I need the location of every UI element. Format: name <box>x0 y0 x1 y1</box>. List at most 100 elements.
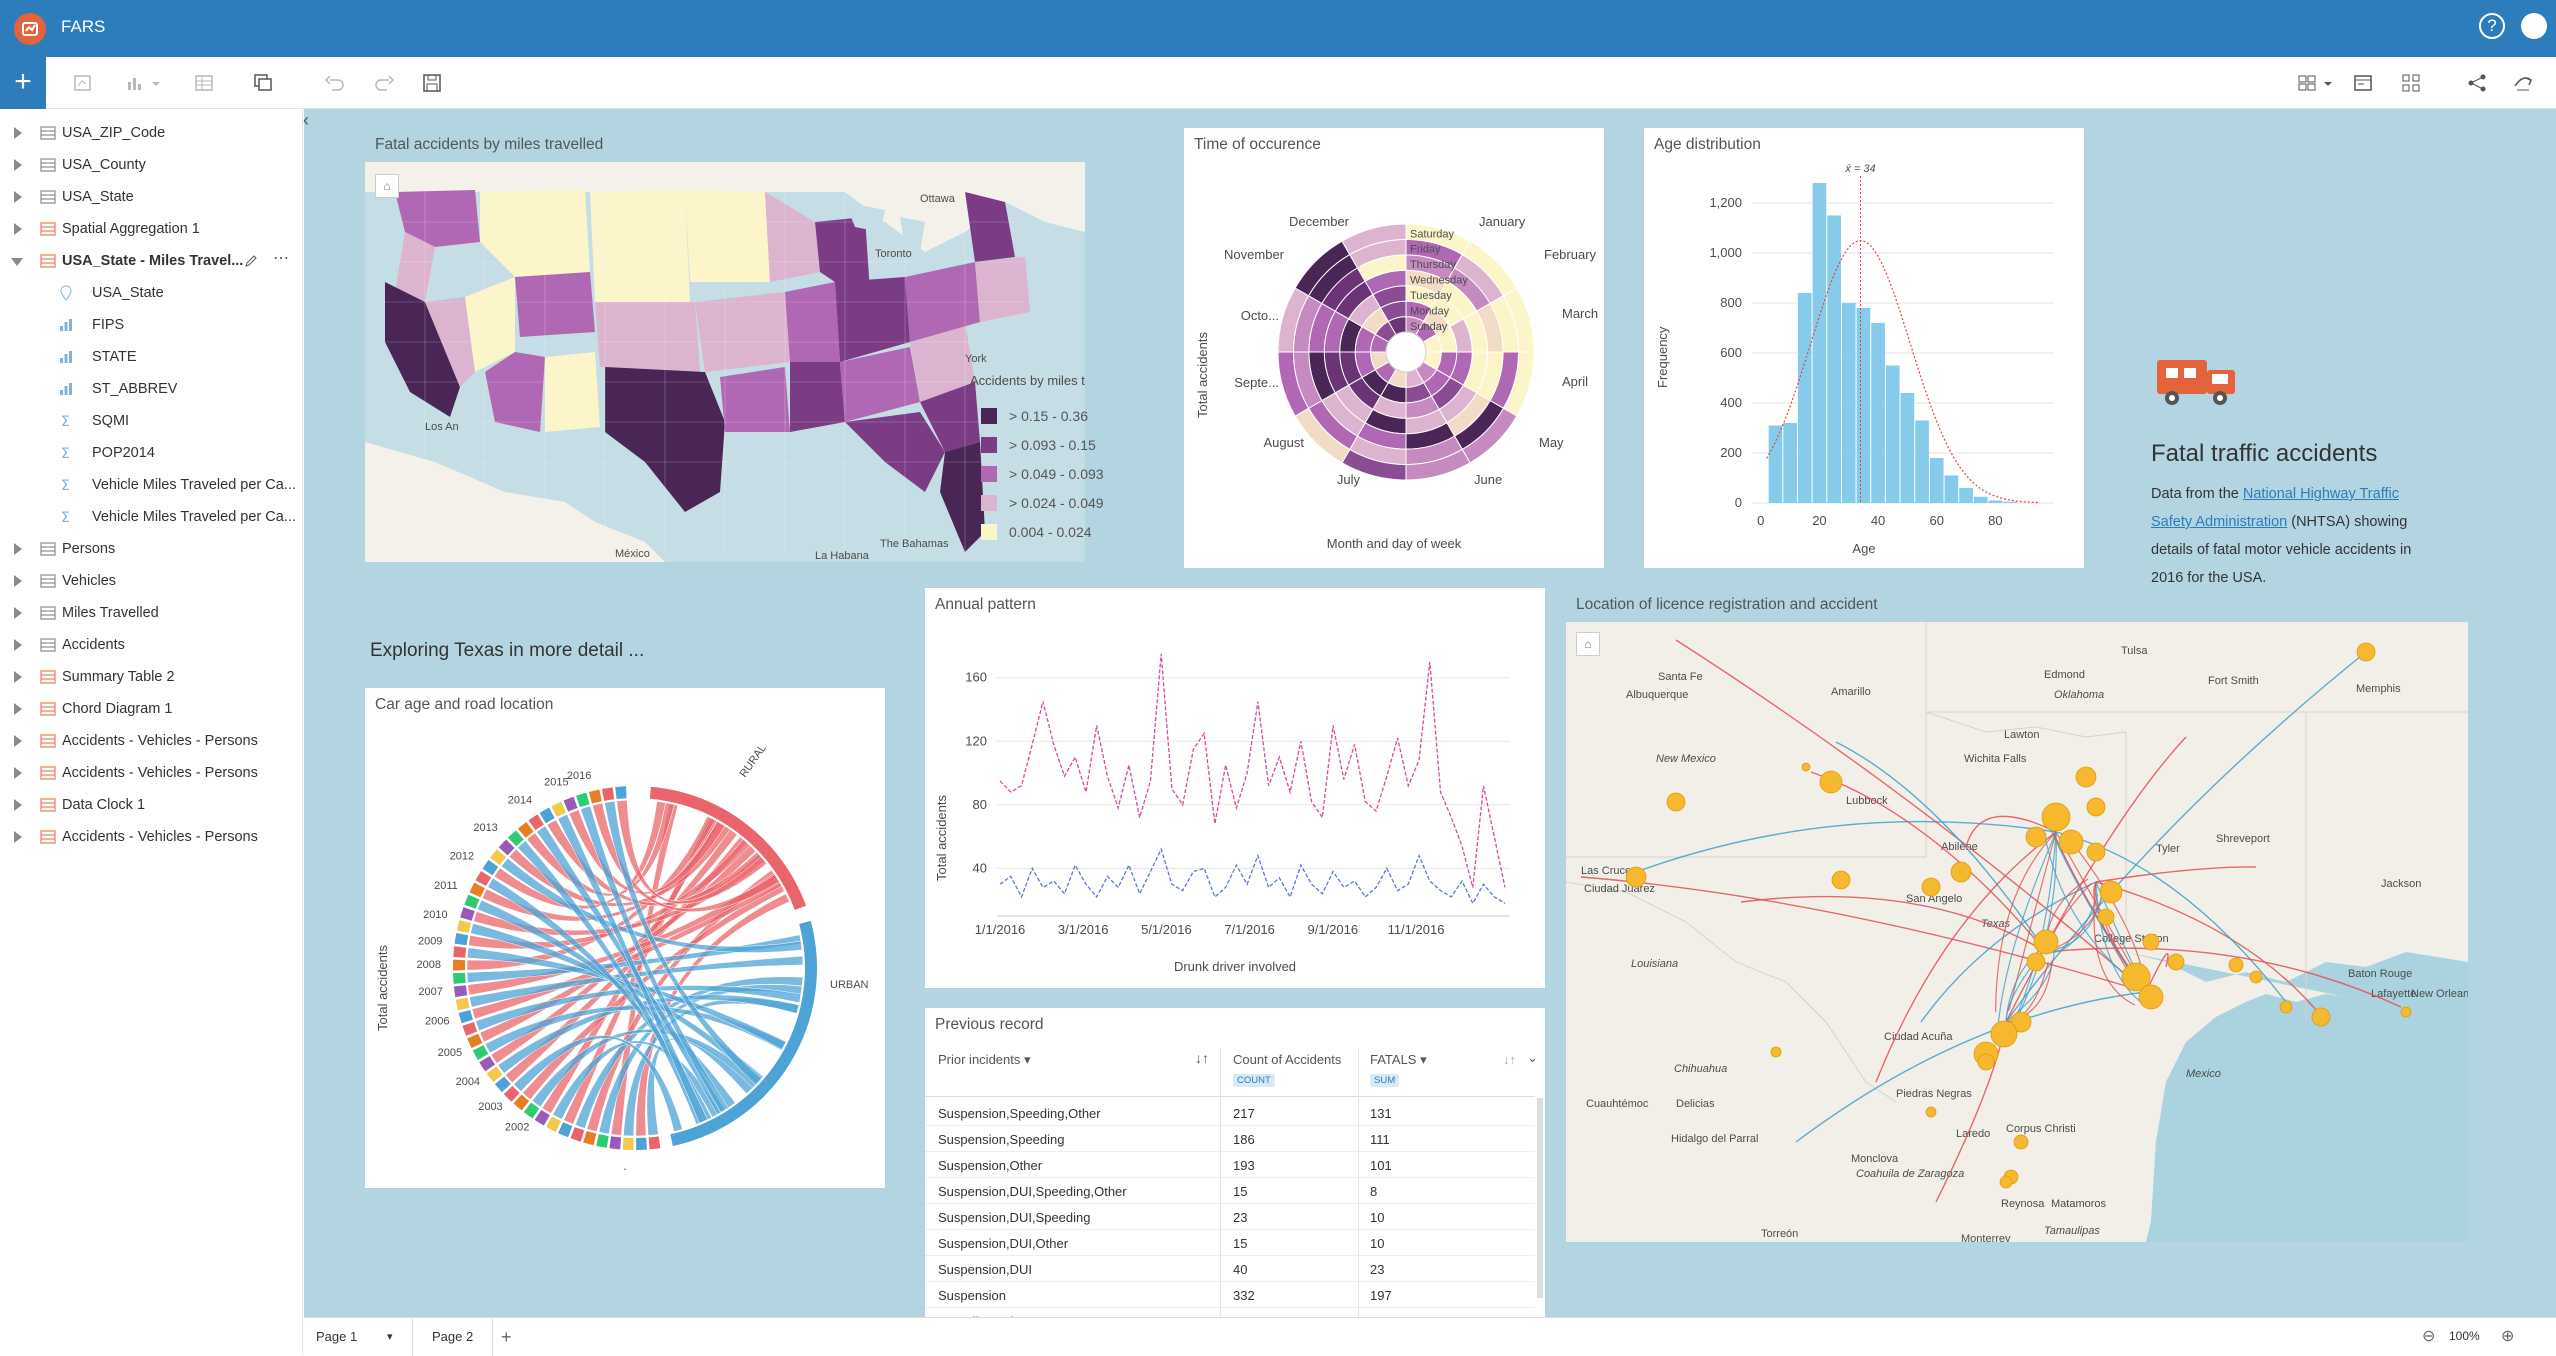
accident-point[interactable] <box>1666 792 1686 812</box>
chord-arc-year[interactable] <box>622 1137 634 1150</box>
legend-item[interactable]: > 0.093 - 0.15 <box>981 435 1131 457</box>
summary-table-card[interactable]: Previous record Prior incidents ▾ ↓↑ Cou… <box>925 1008 1545 1317</box>
chord-arc-year[interactable] <box>479 1056 496 1072</box>
chevron-down-icon[interactable] <box>150 72 162 94</box>
accident-point[interactable] <box>2041 802 2071 832</box>
field-item[interactable]: FIPS <box>0 309 303 341</box>
clock-cell[interactable] <box>1341 223 1407 256</box>
legend-item[interactable]: > 0.024 - 0.049 <box>981 493 1131 515</box>
accident-point[interactable] <box>1977 1053 1995 1071</box>
chord-arc-year[interactable] <box>507 830 524 847</box>
accident-point[interactable] <box>1819 770 1843 794</box>
chord-arc-year[interactable] <box>534 1109 550 1126</box>
chord-ribbon[interactable] <box>470 923 764 1084</box>
hist-bar[interactable] <box>1812 183 1827 503</box>
hist-bar[interactable] <box>1988 500 2003 504</box>
chord-arc-year[interactable] <box>513 1094 530 1111</box>
chord-arc-year[interactable] <box>539 807 555 824</box>
analysis-view-icon[interactable] <box>2466 72 2488 94</box>
chord-arc-year[interactable] <box>469 882 485 898</box>
hist-bar[interactable] <box>1959 488 1973 503</box>
caret-right-icon[interactable] <box>14 607 22 619</box>
grid-icon[interactable] <box>2400 72 2422 94</box>
accident-point[interactable] <box>1625 866 1647 888</box>
hist-bar[interactable] <box>1827 215 1841 504</box>
dataset-item[interactable]: Vehicles <box>0 565 303 597</box>
accident-point[interactable] <box>2026 952 2046 972</box>
dataset-item[interactable]: Summary Table 2 <box>0 661 303 693</box>
legend-item[interactable]: > 0.049 - 0.093 <box>981 464 1131 486</box>
chord-ribbon[interactable] <box>477 899 736 1109</box>
hist-bar[interactable] <box>1768 425 1783 504</box>
chord-arc-urban[interactable] <box>670 920 817 1147</box>
accident-point[interactable] <box>2138 984 2164 1010</box>
col-fatals[interactable]: FATALS ▾ <box>1370 1052 1427 1067</box>
chord-ribbon[interactable] <box>526 802 675 897</box>
flow-line[interactable] <box>2145 953 2169 993</box>
accident-point[interactable] <box>2058 829 2084 855</box>
chart-widget-icon[interactable] <box>124 72 146 94</box>
sort-icon[interactable]: ↓↑ <box>1195 1050 1209 1066</box>
licence-flow-map[interactable]: Tulsa Memphis Santa Fe Albuquerque Amarillo O… <box>1566 622 2468 1242</box>
chord-arc-year[interactable] <box>588 789 602 804</box>
flow-line[interactable] <box>2095 866 2257 883</box>
chord-arc-year[interactable] <box>486 1066 503 1083</box>
user-avatar[interactable] <box>2521 13 2547 39</box>
accident-point[interactable] <box>1925 1106 1937 1118</box>
table-row[interactable]: Suspension,DUI,Speeding,Other 15 8 <box>925 1178 1535 1204</box>
chord-ribbon[interactable] <box>616 799 768 904</box>
chord-arc-year[interactable] <box>503 1085 520 1102</box>
table-row[interactable]: Suspension 332 197 <box>925 1282 1535 1308</box>
hist-bar[interactable] <box>1797 293 1812 503</box>
chord-arc-year[interactable] <box>583 1130 597 1146</box>
accident-point[interactable] <box>2010 1011 2032 1033</box>
chord-arc-rural[interactable] <box>649 786 807 910</box>
dataset-item[interactable]: Spatial Aggregation 1 <box>0 213 303 245</box>
page-settings-icon[interactable] <box>2352 72 2374 94</box>
chord-arc-year[interactable] <box>467 1033 483 1049</box>
dataset-item[interactable]: USA_State - Miles Travel... ⋯ <box>0 245 303 277</box>
data-clock-card[interactable]: Time of occurence Total accidents Month … <box>1184 128 1604 568</box>
caret-right-icon[interactable] <box>14 703 22 715</box>
accident-point[interactable] <box>2033 929 2059 955</box>
accident-point[interactable] <box>2167 953 2185 971</box>
flow-line[interactable] <box>2093 881 2136 1006</box>
flow-line[interactable] <box>1995 831 2057 1013</box>
chord-arc-year[interactable] <box>570 1126 585 1142</box>
histogram-card-age[interactable]: Age distribution Frequency Age 0 200 400 60… <box>1644 128 2084 568</box>
chord-ribbon[interactable] <box>513 1035 683 1132</box>
age-histogram-chart[interactable]: Frequency Age 0 200 400 600 800 1,000 1,200 0 20… <box>1644 128 2084 568</box>
accident-point[interactable] <box>2086 842 2106 862</box>
accident-point[interactable] <box>2142 933 2160 951</box>
chord-arc-year[interactable] <box>456 919 472 933</box>
hist-bar[interactable] <box>1900 393 1915 503</box>
chord-arc-year[interactable] <box>523 1102 540 1119</box>
field-item[interactable]: Σ POP2014 <box>0 437 303 469</box>
hist-bar[interactable] <box>1841 303 1856 503</box>
chord-arc-year[interactable] <box>636 1137 647 1150</box>
zoom-out-icon[interactable]: ⊖ <box>2422 1328 2436 1345</box>
flow-line[interactable] <box>2095 881 2141 1002</box>
table-row[interactable]: Suspension,Speeding 186 111 <box>925 1126 1535 1152</box>
map-card-miles-travelled[interactable]: Fatal accidents by miles travelled <box>365 128 1104 568</box>
caret-right-icon[interactable] <box>14 671 22 683</box>
dataset-item[interactable]: USA_State <box>0 181 303 213</box>
hist-bar[interactable] <box>1929 458 1944 503</box>
accident-point[interactable] <box>2228 957 2244 973</box>
chord-arc-year[interactable] <box>455 997 470 1011</box>
caret-right-icon[interactable] <box>14 799 22 811</box>
accident-point[interactable] <box>2356 642 2376 662</box>
accident-point[interactable] <box>2075 766 2097 788</box>
chord-arc-year[interactable] <box>551 801 566 818</box>
line-chart-card-annual[interactable]: Annual pattern Total accidents Drunk dri… <box>925 588 1545 988</box>
chevron-down-icon[interactable]: ⌄ <box>1527 1050 1538 1065</box>
chord-arc-year[interactable] <box>453 972 466 984</box>
chord-arc-year[interactable] <box>596 1134 609 1148</box>
caret-right-icon[interactable] <box>14 223 22 235</box>
accident-point[interactable] <box>1831 870 1851 890</box>
accident-point[interactable] <box>2249 970 2263 984</box>
flow-line[interactable] <box>1965 815 2057 848</box>
table-row[interactable]: Suspension,DUI,Speeding 23 10 <box>925 1204 1535 1230</box>
accident-point[interactable] <box>2025 826 2047 848</box>
hist-bar[interactable] <box>1856 308 1871 503</box>
